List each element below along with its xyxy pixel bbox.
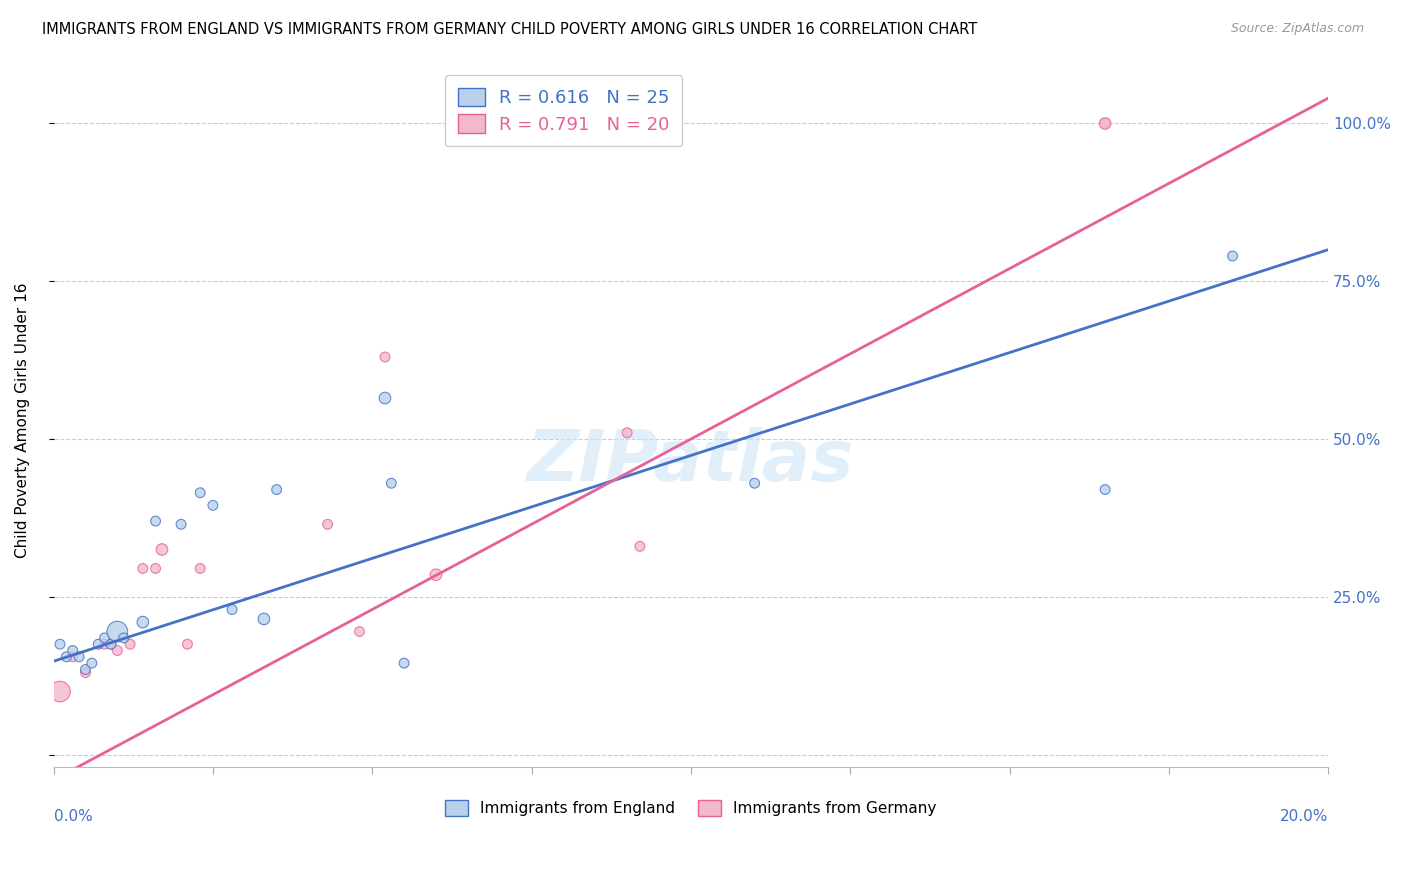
Point	[374, 391, 396, 405]
Point	[221, 602, 243, 616]
Point	[62, 649, 84, 664]
Point	[176, 637, 198, 651]
Point	[75, 662, 97, 676]
Text: 20.0%: 20.0%	[1279, 809, 1329, 824]
Point	[616, 425, 638, 440]
Point	[425, 567, 447, 582]
Point	[380, 476, 402, 491]
Point	[75, 665, 97, 680]
Text: Source: ZipAtlas.com: Source: ZipAtlas.com	[1230, 22, 1364, 36]
Point	[55, 649, 77, 664]
Point	[105, 624, 128, 639]
Point	[1222, 249, 1244, 263]
Point	[170, 517, 193, 532]
Point	[112, 631, 135, 645]
Point	[150, 542, 173, 557]
Point	[628, 540, 651, 554]
Point	[67, 649, 90, 664]
Point	[188, 485, 211, 500]
Point	[145, 514, 167, 528]
Point	[132, 561, 155, 575]
Point	[374, 350, 396, 364]
Point	[188, 561, 211, 575]
Text: 0.0%: 0.0%	[53, 809, 93, 824]
Point	[49, 637, 72, 651]
Point	[253, 612, 276, 626]
Point	[87, 637, 110, 651]
Point	[62, 643, 84, 657]
Point	[105, 643, 128, 657]
Point	[744, 476, 766, 491]
Point	[392, 656, 415, 670]
Text: IMMIGRANTS FROM ENGLAND VS IMMIGRANTS FROM GERMANY CHILD POVERTY AMONG GIRLS UND: IMMIGRANTS FROM ENGLAND VS IMMIGRANTS FR…	[42, 22, 977, 37]
Point	[266, 483, 288, 497]
Point	[1094, 483, 1116, 497]
Point	[120, 637, 142, 651]
Point	[145, 561, 167, 575]
Point	[100, 637, 122, 651]
Point	[100, 637, 122, 651]
Point	[80, 656, 103, 670]
Point	[201, 499, 224, 513]
Point	[93, 631, 115, 645]
Legend: Immigrants from England, Immigrants from Germany: Immigrants from England, Immigrants from…	[439, 794, 943, 822]
Point	[349, 624, 371, 639]
Point	[1094, 116, 1116, 130]
Text: ZIPatlas: ZIPatlas	[527, 427, 855, 496]
Point	[1094, 116, 1116, 130]
Point	[49, 684, 72, 698]
Point	[316, 517, 339, 532]
Point	[93, 637, 115, 651]
Y-axis label: Child Poverty Among Girls Under 16: Child Poverty Among Girls Under 16	[15, 283, 30, 558]
Point	[132, 615, 155, 629]
